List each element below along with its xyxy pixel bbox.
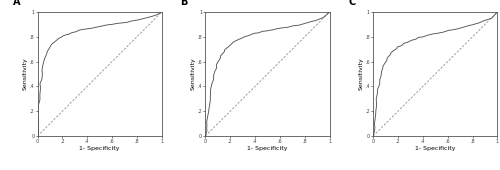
Y-axis label: Sensitivity: Sensitivity bbox=[22, 58, 28, 90]
Text: B: B bbox=[180, 0, 188, 7]
Y-axis label: Sensitivity: Sensitivity bbox=[358, 58, 364, 90]
Text: C: C bbox=[348, 0, 356, 7]
X-axis label: 1- Specificity: 1- Specificity bbox=[80, 146, 120, 151]
X-axis label: 1- Specificity: 1- Specificity bbox=[247, 146, 288, 151]
Text: A: A bbox=[12, 0, 20, 7]
X-axis label: 1- Specificity: 1- Specificity bbox=[415, 146, 456, 151]
Y-axis label: Sensitivity: Sensitivity bbox=[190, 58, 196, 90]
